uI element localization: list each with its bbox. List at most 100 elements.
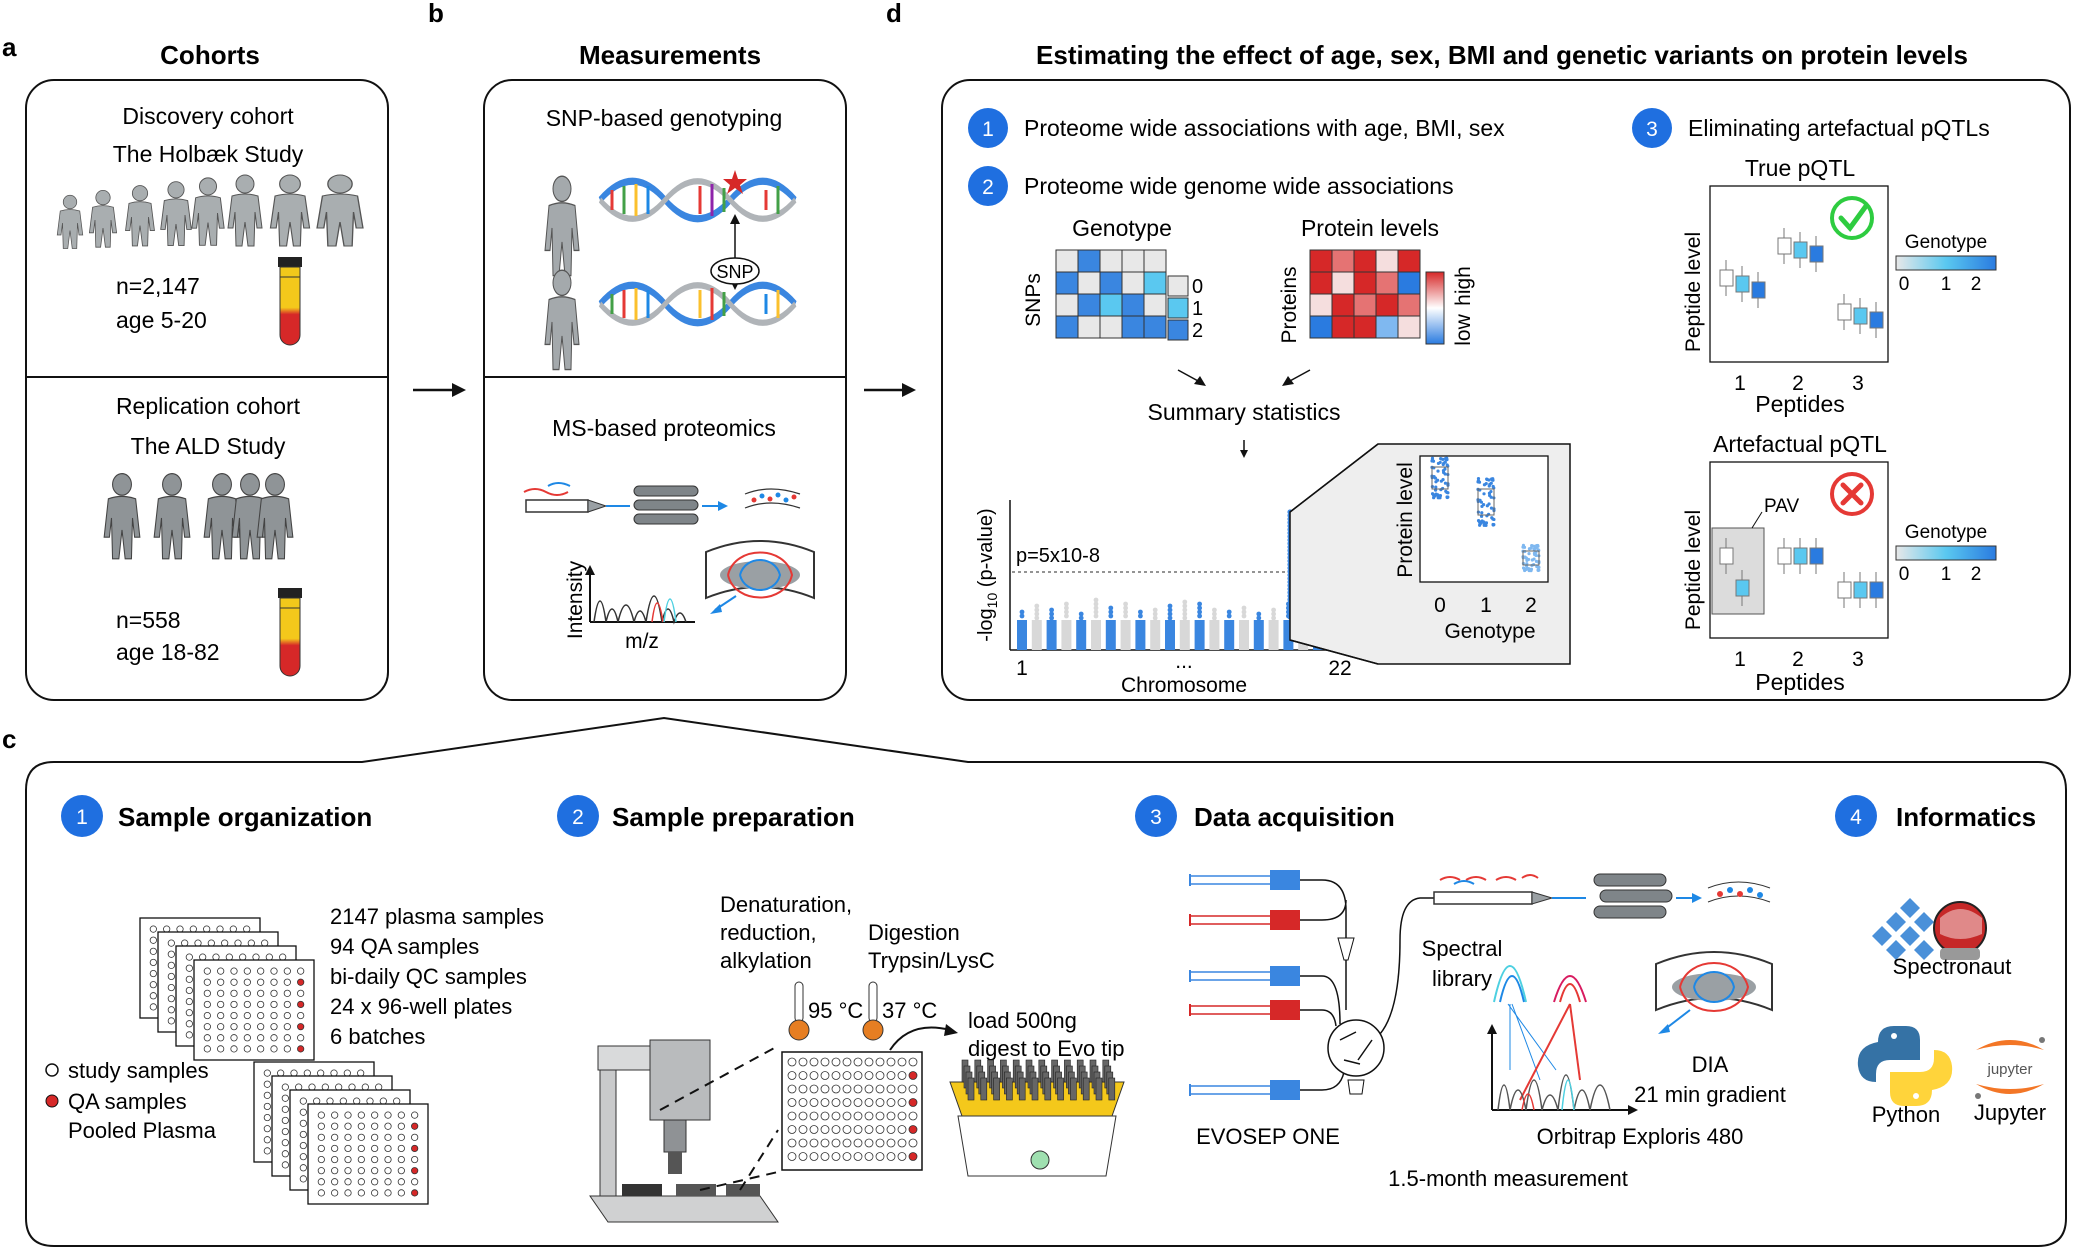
lc-block bbox=[1270, 1080, 1300, 1100]
well bbox=[820, 1125, 830, 1134]
box bbox=[1735, 579, 1750, 597]
well bbox=[167, 972, 175, 981]
manhattan-chromosome-band bbox=[1091, 620, 1101, 650]
well bbox=[371, 1155, 379, 1164]
manhattan-point bbox=[1049, 611, 1054, 617]
well bbox=[299, 1164, 307, 1172]
inset-point bbox=[1522, 545, 1526, 549]
prep-plate-wells bbox=[787, 1057, 918, 1161]
art-pqtl-tick-2: 2 bbox=[1792, 648, 1804, 671]
manhattan-point bbox=[1049, 607, 1054, 613]
well bbox=[798, 1098, 808, 1107]
manhattan-chromosome-band bbox=[1194, 620, 1205, 650]
protein-heatmap-title: Protein levels bbox=[1301, 215, 1439, 241]
box bbox=[1869, 311, 1884, 329]
well bbox=[842, 1057, 852, 1067]
manhattan-point bbox=[1049, 615, 1054, 621]
inset-point bbox=[1436, 469, 1440, 473]
manhattan-point bbox=[1241, 605, 1247, 611]
inset-point bbox=[1528, 568, 1532, 572]
well bbox=[217, 1045, 225, 1053]
manhattan-point bbox=[1256, 611, 1262, 617]
well bbox=[357, 1133, 365, 1141]
well bbox=[875, 1084, 885, 1094]
inset-point bbox=[1431, 458, 1435, 463]
genotyping-label: SNP-based genotyping bbox=[546, 105, 783, 131]
well bbox=[167, 983, 175, 992]
cohorts-title: Cohorts bbox=[160, 40, 260, 70]
evosep-label: EVOSEP ONE bbox=[1196, 1124, 1340, 1149]
evotip bbox=[967, 1077, 975, 1101]
manhattan-point bbox=[1123, 613, 1128, 619]
well bbox=[243, 967, 251, 975]
well bbox=[281, 1116, 289, 1125]
well bbox=[853, 1111, 863, 1121]
genotype-cell bbox=[1055, 315, 1079, 339]
ms-illustration: Intensity m/z bbox=[523, 482, 815, 653]
manhattan-point bbox=[1034, 603, 1040, 609]
well bbox=[397, 1111, 405, 1119]
well bbox=[270, 1045, 278, 1053]
python-label: Python bbox=[1872, 1102, 1941, 1127]
arrow-a-to-b bbox=[413, 383, 466, 397]
well bbox=[853, 1071, 863, 1080]
protein-cell bbox=[1375, 271, 1399, 295]
lc-block bbox=[1270, 966, 1300, 986]
discovery-people-icon bbox=[56, 174, 364, 249]
acq-emitter bbox=[1433, 873, 1771, 919]
protein-cell bbox=[1375, 249, 1399, 273]
inset-box bbox=[1522, 550, 1540, 566]
inset-point bbox=[1480, 511, 1484, 515]
well bbox=[357, 1189, 365, 1197]
arrow-b-to-d bbox=[864, 383, 916, 397]
well bbox=[263, 1147, 271, 1155]
well bbox=[831, 1084, 841, 1094]
well bbox=[908, 1138, 918, 1148]
well bbox=[809, 1111, 819, 1121]
well bbox=[371, 1167, 379, 1175]
inset-point bbox=[1444, 457, 1448, 461]
well bbox=[299, 1175, 307, 1183]
well bbox=[263, 1069, 271, 1077]
well bbox=[787, 1111, 797, 1121]
well bbox=[203, 1023, 211, 1031]
lc-block bbox=[1270, 870, 1300, 890]
well bbox=[897, 1152, 907, 1161]
inset-point bbox=[1477, 479, 1481, 483]
well bbox=[842, 1098, 852, 1107]
well bbox=[263, 1125, 271, 1133]
well bbox=[270, 1023, 278, 1031]
box bbox=[1837, 303, 1852, 321]
manhattan-point bbox=[1064, 601, 1069, 607]
box bbox=[1735, 275, 1750, 293]
well bbox=[257, 1011, 265, 1020]
well bbox=[908, 1057, 918, 1067]
genotype-cell bbox=[1077, 271, 1101, 295]
inset-box bbox=[1431, 466, 1449, 490]
qa-sample-marker bbox=[45, 1094, 59, 1108]
well bbox=[411, 1155, 419, 1164]
well bbox=[257, 1000, 265, 1009]
load-arrow bbox=[889, 1026, 951, 1051]
inset-point bbox=[1536, 548, 1540, 552]
true-pqtl-boxes bbox=[1719, 228, 1884, 338]
well bbox=[809, 1084, 819, 1094]
evotip bbox=[1018, 1077, 1026, 1101]
well bbox=[886, 1111, 896, 1121]
well bbox=[357, 1122, 365, 1130]
panel-d-box bbox=[941, 79, 2071, 701]
org-line-3: bi-daily QC samples bbox=[330, 964, 527, 989]
manhattan-point bbox=[1197, 613, 1202, 619]
manhattan-point bbox=[1226, 613, 1232, 619]
inset-point bbox=[1441, 457, 1445, 462]
summary-arrows bbox=[1177, 369, 1311, 458]
well bbox=[908, 1111, 918, 1121]
spectronaut-logo-icon bbox=[1872, 898, 1987, 960]
well bbox=[886, 1071, 896, 1080]
well bbox=[281, 1161, 289, 1169]
well bbox=[820, 1057, 830, 1067]
inset-point bbox=[1481, 503, 1486, 507]
manhattan-chromosome-band bbox=[1017, 620, 1027, 650]
well bbox=[297, 1023, 305, 1031]
well bbox=[384, 1122, 392, 1130]
